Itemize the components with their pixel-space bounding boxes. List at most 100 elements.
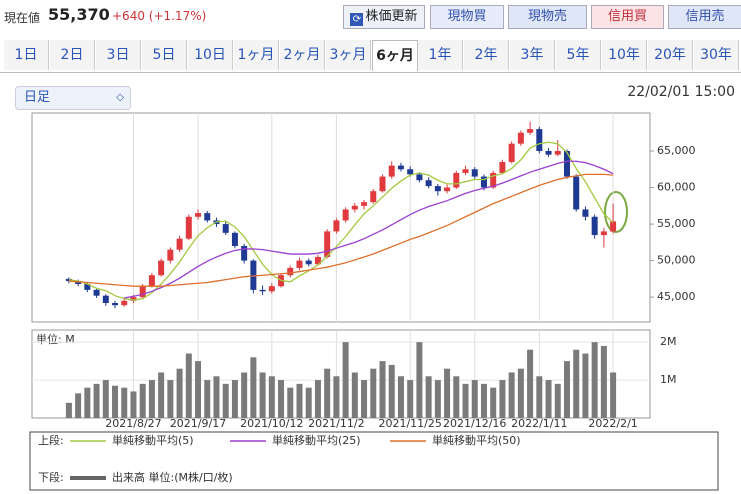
volume-bar bbox=[102, 380, 109, 418]
volume-bar bbox=[388, 364, 395, 418]
volume-bar bbox=[527, 349, 534, 418]
candle-body bbox=[213, 220, 220, 225]
tab[interactable]: 2ヶ月 bbox=[280, 40, 325, 70]
volume-bar bbox=[139, 383, 146, 418]
candle-body bbox=[407, 169, 414, 175]
candle-body bbox=[121, 300, 128, 306]
tab[interactable]: 20年 bbox=[648, 40, 693, 70]
candle-body bbox=[139, 286, 146, 298]
tab[interactable]: 30年 bbox=[694, 40, 739, 70]
tab[interactable]: 5日 bbox=[142, 40, 187, 70]
volume-bar bbox=[93, 383, 100, 418]
volume-bar bbox=[397, 376, 404, 418]
volume-bar bbox=[573, 349, 580, 418]
candle-body bbox=[444, 187, 451, 192]
refresh-label: 株価更新 bbox=[365, 9, 418, 24]
tab-line bbox=[0, 72, 741, 73]
candle-body bbox=[268, 286, 275, 292]
tab[interactable]: 5年 bbox=[556, 40, 601, 70]
candle-body bbox=[176, 238, 183, 250]
candle-body bbox=[148, 275, 155, 287]
candle-body bbox=[93, 289, 100, 296]
tab[interactable]: 1日 bbox=[4, 40, 49, 70]
volume-bar bbox=[287, 387, 294, 418]
price-frame bbox=[31, 112, 651, 323]
volume-bar bbox=[195, 361, 202, 418]
volume-bar bbox=[462, 383, 469, 418]
volume-bar bbox=[130, 391, 137, 418]
x-tick-label: 2021/12/16 bbox=[443, 417, 506, 430]
candle-body bbox=[195, 213, 202, 217]
legend-upper: 上段: bbox=[38, 433, 64, 447]
candle-body bbox=[490, 172, 497, 188]
y-tick-label: 55,000 bbox=[657, 217, 696, 230]
volume-bar bbox=[416, 342, 423, 418]
candle-body bbox=[314, 256, 321, 265]
x-tick-label: 2022/1/11 bbox=[511, 417, 567, 430]
tab[interactable]: 6ヶ月 bbox=[372, 40, 418, 71]
candle-body bbox=[231, 232, 238, 246]
volume-bar bbox=[148, 380, 155, 418]
y-tick-label: 60,000 bbox=[657, 181, 696, 194]
x-tick-label: 2021/8/27 bbox=[105, 417, 161, 430]
tab[interactable]: 10日 bbox=[188, 40, 233, 70]
volume-bar bbox=[158, 372, 165, 418]
order-button[interactable]: 信用売 bbox=[668, 5, 741, 29]
order-button[interactable]: 現物買 bbox=[430, 5, 504, 29]
highlight-ellipse bbox=[604, 191, 628, 233]
candle-body bbox=[342, 209, 349, 221]
candle-body bbox=[84, 284, 91, 290]
legend-volume: 出来高 単位:(M株/口/枚) bbox=[112, 470, 233, 484]
candle-body bbox=[388, 165, 395, 177]
period-select[interactable]: 日足 ◇ bbox=[15, 86, 131, 110]
x-tick-label: 2021/11/2 bbox=[308, 417, 364, 430]
select-arrow: ◇ bbox=[116, 92, 124, 103]
volume-bar bbox=[333, 376, 340, 418]
candle-body bbox=[370, 191, 377, 203]
y-tick-label: 2M bbox=[660, 335, 677, 348]
order-button[interactable]: 信用買 bbox=[591, 5, 664, 29]
timestamp: 22/02/01 15:00 bbox=[627, 84, 735, 100]
tab[interactable]: 3日 bbox=[96, 40, 141, 70]
tab[interactable]: 2年 bbox=[464, 40, 509, 70]
tab[interactable]: 1年 bbox=[418, 40, 463, 70]
volume-bar bbox=[379, 361, 386, 418]
refresh-button[interactable]: ⟳ 株価更新 bbox=[343, 5, 425, 29]
candle-body bbox=[241, 246, 248, 261]
tab[interactable]: 3年 bbox=[510, 40, 555, 70]
tab[interactable]: 10年 bbox=[602, 40, 647, 70]
volume-frame bbox=[31, 329, 651, 419]
candle-body bbox=[453, 172, 460, 188]
volume-bar bbox=[351, 372, 358, 418]
volume-bar bbox=[324, 368, 331, 418]
candle-body bbox=[471, 169, 478, 177]
refresh-icon: ⟳ bbox=[350, 13, 364, 26]
candle-body bbox=[462, 169, 469, 173]
tab[interactable]: 1ヶ月 bbox=[234, 40, 279, 70]
ma-line bbox=[68, 173, 614, 287]
candle-body bbox=[582, 209, 589, 217]
order-button[interactable]: 現物売 bbox=[508, 5, 587, 29]
volume-bar bbox=[517, 368, 524, 418]
y-tick-label: 65,000 bbox=[657, 144, 696, 157]
volume-bar bbox=[610, 372, 617, 418]
volume-bar bbox=[453, 376, 460, 418]
candle-body bbox=[333, 220, 340, 232]
candle-body bbox=[517, 132, 524, 144]
volume-bar bbox=[112, 385, 119, 418]
volume-bar bbox=[490, 387, 497, 418]
candle-body bbox=[305, 260, 312, 265]
period-label: 日足 bbox=[24, 90, 51, 105]
tab[interactable]: 3ヶ月 bbox=[326, 40, 371, 70]
volume-bar bbox=[444, 368, 451, 418]
volume-bar bbox=[342, 342, 349, 418]
candle-body bbox=[573, 176, 580, 210]
volume-bar bbox=[167, 380, 174, 418]
candle-body bbox=[361, 202, 368, 206]
volume-bar bbox=[259, 372, 266, 418]
tab[interactable]: 2日 bbox=[50, 40, 95, 70]
candle-body bbox=[287, 267, 294, 276]
volume-bar bbox=[65, 402, 72, 418]
